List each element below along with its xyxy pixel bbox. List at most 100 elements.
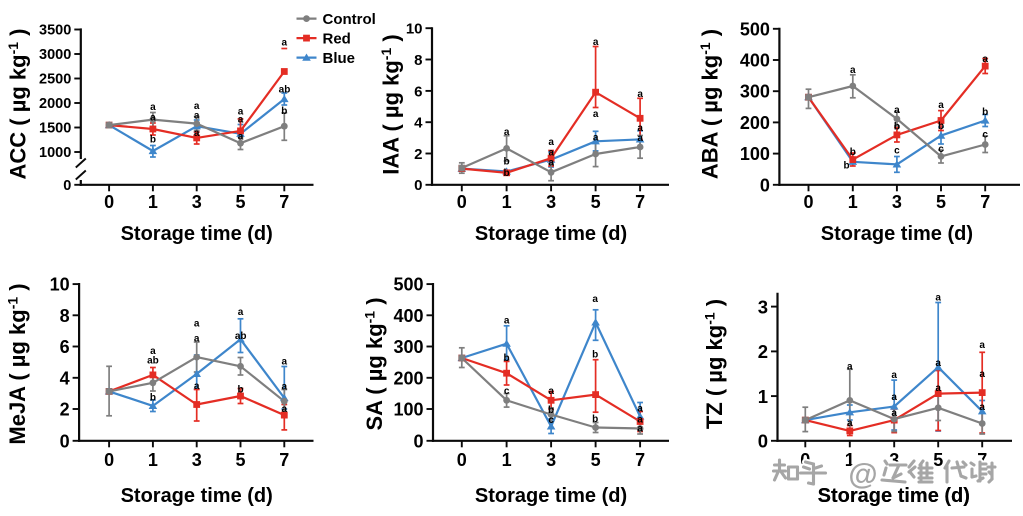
svg-text:c: c	[982, 130, 988, 141]
svg-text:0: 0	[457, 450, 467, 470]
svg-text:a: a	[194, 381, 200, 392]
svg-text:3: 3	[758, 296, 768, 317]
svg-text:Storage time (d): Storage time (d)	[475, 485, 627, 507]
svg-text:400: 400	[740, 51, 770, 71]
svg-text:10: 10	[406, 21, 423, 38]
svg-text:6: 6	[414, 83, 422, 100]
svg-text:300: 300	[740, 82, 770, 102]
svg-text:10: 10	[50, 275, 70, 295]
svg-text:b: b	[504, 157, 510, 168]
svg-text:a: a	[282, 38, 288, 49]
svg-text:Storage time (d): Storage time (d)	[121, 485, 273, 507]
svg-text:5: 5	[936, 192, 946, 212]
svg-text:a: a	[637, 414, 643, 425]
svg-text:a: a	[979, 340, 985, 351]
svg-text:5: 5	[235, 450, 245, 470]
svg-text:5: 5	[591, 192, 601, 212]
svg-text:b: b	[843, 160, 849, 171]
svg-text:a: a	[593, 37, 599, 48]
svg-text:0: 0	[758, 431, 768, 452]
svg-text:a: a	[637, 404, 643, 415]
svg-text:a: a	[637, 423, 643, 434]
svg-text:a: a	[194, 318, 200, 329]
svg-text:1: 1	[845, 450, 855, 470]
svg-text:Storage time (d): Storage time (d)	[121, 223, 273, 245]
svg-text:0: 0	[803, 192, 813, 212]
svg-text:2500: 2500	[39, 72, 71, 88]
svg-text:MeJA ( µg kg-1 ): MeJA ( µg kg-1 )	[5, 283, 31, 444]
svg-text:b: b	[504, 168, 510, 179]
svg-text:a: a	[282, 356, 288, 367]
svg-text:ab: ab	[235, 331, 247, 342]
svg-text:a: a	[282, 382, 288, 393]
svg-text:c: c	[938, 144, 944, 155]
svg-text:a: a	[150, 102, 156, 113]
svg-text:b: b	[592, 414, 598, 425]
svg-text:a: a	[637, 133, 643, 144]
svg-text:a: a	[504, 127, 510, 138]
svg-text:0: 0	[457, 192, 467, 212]
svg-text:a: a	[504, 316, 510, 327]
svg-text:200: 200	[740, 113, 770, 133]
svg-text:b: b	[150, 134, 156, 145]
svg-text:a: a	[548, 137, 554, 148]
svg-text:a: a	[593, 109, 599, 120]
svg-text:0: 0	[414, 177, 422, 194]
svg-text:1: 1	[758, 386, 768, 407]
svg-text:1: 1	[148, 192, 158, 212]
svg-text:100: 100	[740, 144, 770, 164]
svg-text:a: a	[592, 294, 598, 305]
svg-text:0: 0	[60, 431, 70, 451]
svg-text:b: b	[237, 384, 243, 395]
svg-text:0: 0	[104, 192, 114, 212]
svg-text:4: 4	[60, 368, 70, 388]
svg-text:c: c	[504, 386, 510, 397]
svg-text:1500: 1500	[39, 121, 71, 137]
svg-text:7: 7	[980, 192, 990, 212]
svg-text:a: a	[150, 346, 156, 357]
svg-text:ab: ab	[279, 85, 291, 96]
svg-text:3: 3	[546, 450, 556, 470]
svg-text:200: 200	[393, 368, 423, 388]
svg-text:Storage time (d): Storage time (d)	[475, 223, 627, 245]
svg-text:3500: 3500	[39, 23, 71, 39]
svg-text:Red: Red	[323, 31, 351, 48]
svg-text:3: 3	[889, 450, 899, 470]
svg-text:6: 6	[60, 337, 70, 357]
svg-text:1: 1	[848, 192, 858, 212]
svg-text:1: 1	[502, 450, 512, 470]
svg-text:b: b	[504, 353, 510, 364]
svg-text:500: 500	[393, 275, 423, 295]
svg-text:3000: 3000	[39, 47, 71, 63]
svg-text:a: a	[935, 358, 941, 369]
svg-text:a: a	[194, 101, 200, 112]
svg-text:a: a	[282, 404, 288, 415]
svg-text:5: 5	[591, 450, 601, 470]
svg-text:a: a	[194, 333, 200, 344]
svg-text:a: a	[894, 105, 900, 116]
svg-text:a: a	[150, 112, 156, 123]
svg-text:Control: Control	[323, 11, 376, 28]
svg-text:a: a	[194, 110, 200, 121]
svg-text:5: 5	[235, 192, 245, 212]
svg-text:a: a	[979, 369, 985, 380]
svg-text:a: a	[637, 89, 643, 100]
svg-text:@: @	[848, 458, 877, 491]
svg-text:a: a	[548, 157, 554, 168]
svg-text:ab: ab	[147, 356, 159, 367]
svg-text:a: a	[194, 128, 200, 139]
svg-text:ACC ( µg kg-1 ): ACC ( µg kg-1 )	[5, 28, 31, 179]
svg-text:2000: 2000	[39, 96, 71, 112]
svg-text:a: a	[982, 54, 988, 65]
svg-text:1000: 1000	[39, 145, 71, 161]
svg-text:a: a	[891, 392, 897, 403]
svg-text:a: a	[935, 293, 941, 304]
svg-text:400: 400	[393, 306, 423, 326]
svg-text:a: a	[238, 106, 244, 117]
svg-text:Storage time (d): Storage time (d)	[818, 485, 970, 507]
svg-text:500: 500	[740, 19, 770, 39]
svg-text:Blue: Blue	[323, 50, 356, 67]
svg-text:c: c	[894, 146, 900, 157]
svg-text:b: b	[548, 405, 554, 416]
svg-text:a: a	[637, 123, 643, 134]
